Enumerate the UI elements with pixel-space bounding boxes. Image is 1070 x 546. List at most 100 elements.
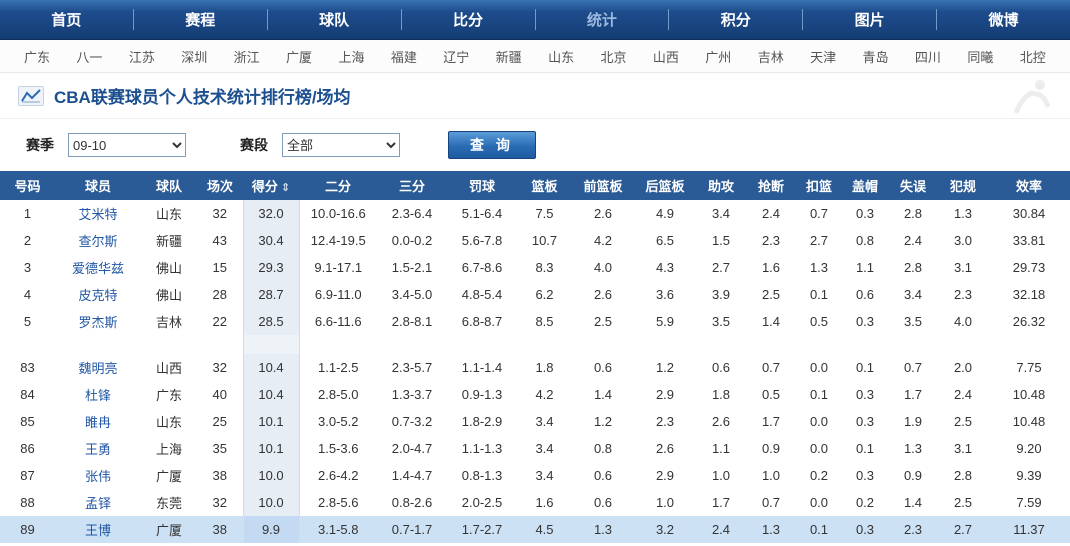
table-cell: 10.4 bbox=[242, 354, 300, 381]
team-link[interactable]: 深圳 bbox=[181, 49, 208, 65]
nav-item[interactable]: 球队 bbox=[319, 12, 350, 29]
team-link[interactable]: 福建 bbox=[390, 49, 417, 65]
player-link[interactable]: 查尔斯 bbox=[78, 234, 118, 249]
table-cell: 33.81 bbox=[1012, 233, 1046, 248]
gap-cell bbox=[242, 335, 300, 354]
table-cell: 0.0 bbox=[809, 414, 829, 429]
player-link[interactable]: 皮克特 bbox=[78, 288, 118, 303]
table-cell: 0.9 bbox=[761, 441, 781, 456]
stage-select[interactable]: 全部 bbox=[282, 133, 400, 157]
table-cell: 3.4 bbox=[535, 441, 554, 456]
player-link[interactable]: 王勇 bbox=[84, 442, 111, 457]
table-cell: 1.1-1.4 bbox=[461, 360, 503, 375]
table-cell: 3.5 bbox=[903, 314, 923, 329]
gap-cell bbox=[696, 335, 746, 354]
team-link[interactable]: 八一 bbox=[76, 49, 103, 65]
table-cell: 0.8-2.6 bbox=[391, 495, 433, 510]
nav-separator bbox=[534, 9, 536, 30]
table-cell: 新疆 bbox=[155, 234, 182, 249]
table-cell: 王博 bbox=[55, 516, 141, 543]
nav-item[interactable]: 统计 bbox=[586, 12, 617, 29]
table-cell: 2.5 bbox=[953, 414, 973, 429]
table-cell: 2.0-4.7 bbox=[391, 441, 433, 456]
nav-item[interactable]: 积分 bbox=[720, 12, 751, 29]
team-link[interactable]: 上海 bbox=[338, 49, 365, 65]
table-cell: 28.7 bbox=[242, 281, 300, 308]
table-cell: 15 bbox=[212, 260, 227, 275]
table-body: 1 艾米特 山东 32 32.0 10.0-16.6 2.3-6.4 5.1-6.4 7.5 2.… bbox=[0, 200, 1070, 543]
team-link[interactable]: 广州 bbox=[705, 49, 732, 65]
nav-item[interactable]: 图片 bbox=[854, 12, 885, 29]
table-cell: 魏明亮 bbox=[55, 354, 141, 381]
team-link[interactable]: 天津 bbox=[810, 49, 837, 65]
table-cell: 0.8-1.3 bbox=[461, 468, 503, 483]
table-cell: 84 bbox=[20, 387, 35, 402]
table-row: 1 艾米特 山东 32 32.0 10.0-16.6 2.3-6.4 5.1-6.4 7.5 2.… bbox=[0, 200, 1070, 227]
team-link[interactable]: 同曦 bbox=[967, 49, 994, 65]
team-link[interactable]: 北京 bbox=[600, 49, 627, 65]
season-select[interactable]: 09-10 bbox=[68, 133, 186, 157]
team-link[interactable]: 吉林 bbox=[757, 49, 784, 65]
player-link[interactable]: 杜锋 bbox=[84, 388, 111, 403]
team-link[interactable]: 江苏 bbox=[128, 49, 155, 65]
player-link[interactable]: 艾米特 bbox=[78, 207, 118, 222]
team-link[interactable]: 辽宁 bbox=[443, 49, 470, 65]
team-link[interactable]: 山西 bbox=[652, 49, 679, 65]
column-header: 抢断 bbox=[746, 171, 796, 200]
table-cell: 1.5-3.6 bbox=[318, 441, 359, 456]
table-cell: 0.3 bbox=[855, 414, 875, 429]
search-button[interactable]: 查 询 bbox=[448, 131, 536, 159]
table-row: 4 皮克特 佛山 28 28.7 6.9-11.0 3.4-5.0 4.8-5.4 6.2 2.6… bbox=[0, 281, 1070, 308]
sort-icon: ⇕ bbox=[280, 182, 291, 194]
player-link[interactable]: 孟铎 bbox=[84, 496, 111, 511]
table-cell: 0.2 bbox=[809, 468, 829, 483]
team-link[interactable]: 青岛 bbox=[862, 49, 889, 65]
team-link[interactable]: 山东 bbox=[548, 49, 575, 65]
column-header: 球员 bbox=[55, 171, 141, 200]
table-cell: 10.48 bbox=[1012, 387, 1046, 402]
column-header[interactable]: 得分 ⇕ bbox=[243, 171, 299, 200]
team-link[interactable]: 广厦 bbox=[286, 49, 313, 65]
table-cell: 12.4-19.5 bbox=[310, 233, 366, 248]
table-cell: 26.32 bbox=[1012, 314, 1046, 329]
table-cell: 29.3 bbox=[242, 254, 300, 281]
team-link[interactable]: 新疆 bbox=[495, 49, 522, 65]
column-header: 助攻 bbox=[696, 171, 746, 200]
player-link[interactable]: 魏明亮 bbox=[78, 361, 118, 376]
table-cell: 2.8 bbox=[953, 468, 973, 483]
player-link[interactable]: 张伟 bbox=[84, 469, 111, 484]
nav-item[interactable]: 赛程 bbox=[185, 12, 216, 29]
table-cell: 1.0 bbox=[711, 468, 731, 483]
table-cell: 0.7-1.7 bbox=[377, 516, 447, 543]
table-cell: 2.3 bbox=[655, 414, 675, 429]
team-link[interactable]: 北控 bbox=[1019, 49, 1046, 65]
team-link[interactable]: 广东 bbox=[24, 49, 51, 65]
table-cell: 1.3-3.7 bbox=[391, 387, 433, 402]
table-cell: 32.0 bbox=[242, 200, 300, 227]
nav-item[interactable]: 微博 bbox=[988, 12, 1019, 29]
table-cell: 0.6 bbox=[593, 495, 613, 510]
column-header: 场次 bbox=[197, 171, 243, 200]
table-cell: 2.5 bbox=[953, 495, 973, 510]
player-link[interactable]: 睢冉 bbox=[84, 415, 111, 430]
team-link[interactable]: 浙江 bbox=[233, 49, 260, 65]
nav-item[interactable]: 首页 bbox=[51, 12, 82, 29]
gap-cell bbox=[634, 335, 696, 354]
gap-cell bbox=[0, 335, 55, 354]
nav-item[interactable]: 比分 bbox=[453, 12, 484, 29]
table-cell: 1.4-4.7 bbox=[391, 468, 433, 483]
table-cell: 2.8-5.0 bbox=[318, 387, 359, 402]
table-cell: 0.9-1.3 bbox=[461, 387, 503, 402]
player-link[interactable]: 罗杰斯 bbox=[78, 315, 118, 330]
player-link[interactable]: 爱德华兹 bbox=[71, 261, 124, 276]
table-cell: 9.1-17.1 bbox=[314, 260, 363, 275]
table-cell: 3.5 bbox=[711, 314, 731, 329]
player-link[interactable]: 王博 bbox=[84, 523, 111, 538]
gap-cell bbox=[517, 335, 572, 354]
table-cell: 2.3-6.4 bbox=[391, 206, 433, 221]
gap-cell bbox=[988, 335, 1070, 354]
table-cell: 0.0 bbox=[809, 360, 829, 375]
table-cell: 1.8 bbox=[711, 387, 731, 402]
team-link[interactable]: 四川 bbox=[914, 49, 941, 65]
table-cell: 3.4 bbox=[903, 287, 923, 302]
